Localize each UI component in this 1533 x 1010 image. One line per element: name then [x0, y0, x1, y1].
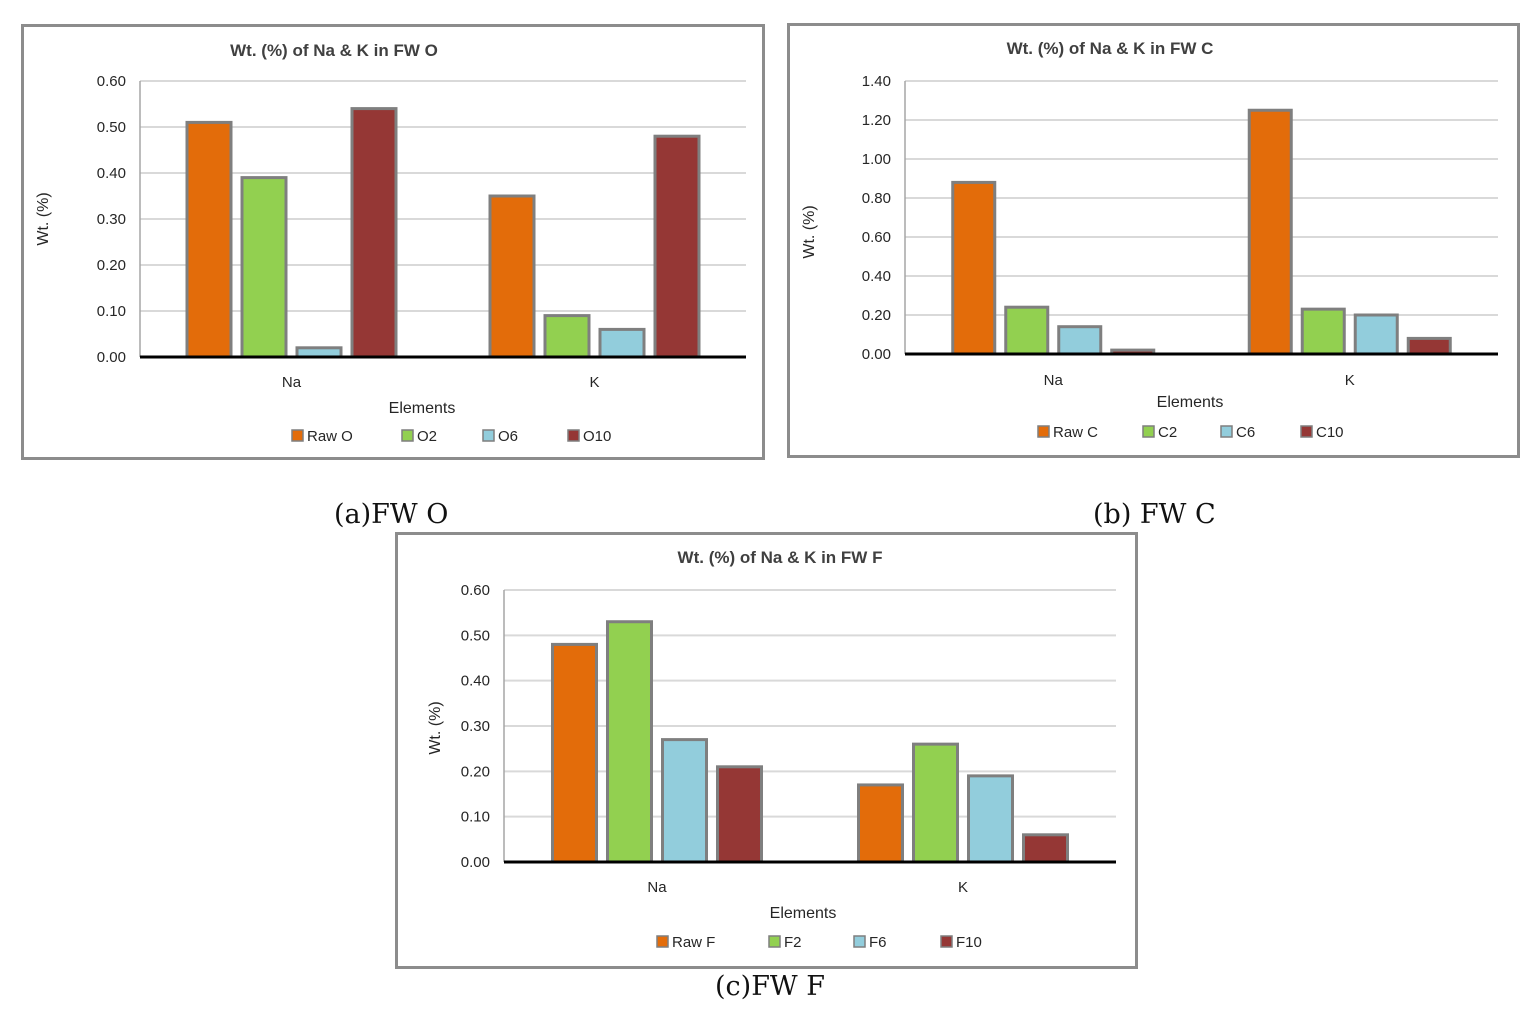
bar-k-c10 — [1406, 336, 1452, 356]
bar-na-f10 — [716, 765, 763, 864]
x-axis-label: Elements — [389, 400, 456, 417]
y-tick-label: 0.00 — [97, 349, 126, 366]
caption-c: (c)FW F — [715, 971, 825, 1002]
chart-title: Wt. (%) of Na & K in FW C — [1007, 39, 1214, 58]
chart-fw-o: Wt. (%) of Na & K in FW O 0.00 0.10 0.20 0.3… — [35, 41, 746, 445]
x-axis-label: Elements — [770, 905, 837, 922]
y-tick-label: 0.30 — [97, 211, 126, 228]
y-tick-label: 0.60 — [461, 582, 490, 599]
y-tick-label: 1.00 — [862, 151, 891, 168]
y-axis-label: Wt. (%) — [35, 192, 52, 245]
bar-k-raw-c — [1247, 108, 1293, 356]
y-tick-label: 0.60 — [862, 229, 891, 246]
x-category-label: K — [589, 374, 599, 391]
y-axis-label: Wt. (%) — [801, 205, 818, 258]
y-tick-label: 0.30 — [461, 718, 490, 735]
legend-swatch — [482, 429, 495, 442]
y-tick-label: 0.10 — [461, 809, 490, 826]
bar-k-o10 — [653, 134, 701, 359]
bar-na-raw-o — [185, 120, 233, 359]
bar-na-f2 — [606, 620, 653, 864]
x-category-label: Na — [1044, 372, 1064, 389]
legend-label: O10 — [583, 428, 611, 445]
x-axis-label: Elements — [1157, 394, 1224, 411]
bar-k-f10 — [1022, 833, 1069, 864]
bar-na-c2 — [1004, 305, 1050, 356]
y-tick-label: 0.20 — [461, 763, 490, 780]
bar-k-o2 — [543, 314, 591, 359]
legend-label: O2 — [417, 428, 437, 445]
bar-k-f2 — [912, 742, 959, 864]
bar-na-raw-c — [951, 180, 997, 356]
y-tick-label: 0.20 — [862, 307, 891, 324]
bar-na-raw-f — [551, 642, 598, 864]
legend-label: C2 — [1158, 424, 1177, 441]
bar-na-o10 — [350, 107, 398, 359]
chart-fw-c: Wt. (%) of Na & K in FW C 0.00 0.20 0.40 0.6… — [801, 39, 1498, 441]
bar-na-o2 — [240, 176, 288, 359]
y-tick-label: 0.80 — [862, 190, 891, 207]
chart-title: Wt. (%) of Na & K in FW O — [230, 41, 438, 60]
caption-b: (b) FW C — [1093, 499, 1216, 530]
y-tick-label: 0.00 — [461, 854, 490, 871]
x-category-label: Na — [647, 879, 667, 896]
y-tick-label: 0.20 — [97, 257, 126, 274]
chart-panel-fw-f: Wt. (%) of Na & K in FW F 0.00 0.10 0.20 0.3… — [395, 532, 1138, 969]
bar-k-c2 — [1300, 307, 1346, 356]
y-tick-label: 0.40 — [97, 165, 126, 182]
bar-k-raw-o — [488, 194, 536, 359]
bar-k-c6 — [1353, 313, 1399, 356]
legend-swatch — [853, 935, 866, 948]
bar-na-f6 — [661, 738, 708, 864]
legend-swatch — [291, 429, 304, 442]
y-tick-label: 0.50 — [97, 119, 126, 136]
bar-k-o6 — [598, 327, 646, 359]
chart-panel-fw-o: Wt. (%) of Na & K in FW O 0.00 0.10 0.20 0.3… — [21, 24, 765, 460]
legend-label: F10 — [956, 934, 982, 951]
legend-swatch — [1220, 425, 1233, 438]
y-tick-label: 0.50 — [461, 627, 490, 644]
legend-label: F6 — [869, 934, 887, 951]
legend-swatch — [1300, 425, 1313, 438]
x-category-label: Na — [282, 374, 302, 391]
y-tick-label: 1.40 — [862, 73, 891, 90]
y-tick-label: 0.40 — [461, 673, 490, 690]
bar-na-c6 — [1057, 325, 1103, 356]
legend-label: O6 — [498, 428, 518, 445]
x-category-label: K — [1345, 372, 1355, 389]
bar-k-f6 — [967, 774, 1014, 864]
chart-title: Wt. (%) of Na & K in FW F — [678, 548, 883, 567]
caption-a: (a)FW O — [334, 499, 449, 530]
y-tick-label: 0.40 — [862, 268, 891, 285]
legend-label: F2 — [784, 934, 802, 951]
legend-swatch — [1037, 425, 1050, 438]
y-tick-label: 1.20 — [862, 112, 891, 129]
y-axis-label: Wt. (%) — [427, 701, 444, 754]
legend-label: C6 — [1236, 424, 1255, 441]
legend-swatch — [567, 429, 580, 442]
bar-k-raw-f — [857, 783, 904, 864]
y-tick-label: 0.10 — [97, 303, 126, 320]
x-category-label: K — [958, 879, 968, 896]
legend-swatch — [656, 935, 669, 948]
chart-panel-fw-c: Wt. (%) of Na & K in FW C 0.00 0.20 0.40 0.6… — [787, 23, 1520, 458]
legend-label: Raw F — [672, 934, 715, 951]
legend-swatch — [401, 429, 414, 442]
legend-swatch — [768, 935, 781, 948]
legend-label: C10 — [1316, 424, 1344, 441]
legend-label: Raw C — [1053, 424, 1098, 441]
legend-label: Raw O — [307, 428, 353, 445]
y-tick-label: 0.00 — [862, 346, 891, 363]
chart-fw-f: Wt. (%) of Na & K in FW F 0.00 0.10 0.20 0.3… — [427, 548, 1116, 951]
legend-swatch — [940, 935, 953, 948]
legend-swatch — [1142, 425, 1155, 438]
y-tick-label: 0.60 — [97, 73, 126, 90]
